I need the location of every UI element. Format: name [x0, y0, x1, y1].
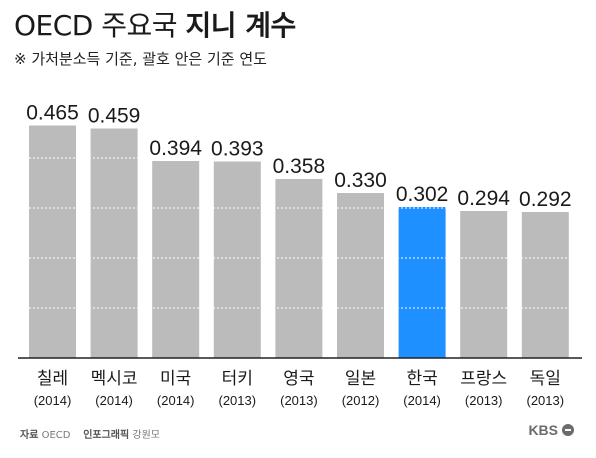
value-label-8: 0.292	[519, 188, 572, 211]
year-label-0: (2014)	[34, 393, 72, 408]
kbs-logo: KBS	[528, 422, 574, 438]
year-label-6: (2014)	[403, 393, 441, 408]
category-label-1: 멕시코	[91, 369, 138, 389]
value-label-7: 0.294	[457, 187, 510, 210]
bar-8	[521, 212, 569, 358]
kbs-mark-icon	[562, 424, 574, 436]
value-label-6: 0.302	[396, 183, 449, 206]
year-label-5: (2012)	[342, 393, 380, 408]
category-label-4: 영국	[283, 369, 314, 389]
category-label-7: 프랑스	[460, 369, 507, 389]
category-label-8: 독일	[530, 369, 561, 389]
credit-value: 강원모	[132, 430, 160, 441]
category-label-3: 터키	[222, 369, 253, 389]
bar-3	[213, 161, 261, 358]
bar-5	[337, 193, 384, 358]
bar-chart: 0.465 칠레 (2014) 0.459 멕시코 (2014) 0.394 미국 (2014)…	[18, 102, 582, 408]
credit-label: 인포그래픽	[83, 430, 130, 441]
bar-1	[90, 128, 138, 358]
bar-4	[275, 179, 323, 358]
value-label-2: 0.394	[149, 137, 202, 160]
source-value: OECD	[41, 430, 71, 441]
year-label-2: (2014)	[157, 393, 195, 408]
year-label-7: (2013)	[465, 393, 503, 408]
value-label-5: 0.330	[334, 169, 387, 192]
footer-credits: 자료 OECD 인포그래픽 강원모	[20, 426, 160, 441]
category-label-2: 미국	[160, 369, 191, 389]
bar-0	[29, 125, 76, 358]
category-label-0: 칠레	[37, 369, 68, 389]
value-label-0: 0.465	[26, 102, 79, 125]
year-label-3: (2013)	[219, 393, 257, 408]
category-label-6: 한국	[406, 369, 437, 389]
value-label-3: 0.393	[211, 138, 264, 161]
page-title: OECD 주요국 지니 계수	[14, 4, 296, 44]
title-light: OECD 주요국	[14, 9, 178, 42]
bar-6	[398, 207, 446, 358]
value-label-1: 0.459	[88, 105, 141, 128]
bar-7	[460, 211, 508, 358]
brand-text: KBS	[528, 422, 558, 438]
source-label: 자료	[20, 430, 39, 441]
subtitle: ※ 가처분소득 기준, 괄호 안은 기준 연도	[14, 50, 267, 68]
year-label-4: (2013)	[280, 393, 318, 408]
year-label-8: (2013)	[527, 393, 565, 408]
bar-2	[152, 161, 200, 358]
value-label-4: 0.358	[273, 155, 326, 178]
year-label-1: (2014)	[95, 393, 133, 408]
category-label-5: 일본	[345, 369, 376, 389]
title-bold: 지니 계수	[185, 9, 296, 42]
